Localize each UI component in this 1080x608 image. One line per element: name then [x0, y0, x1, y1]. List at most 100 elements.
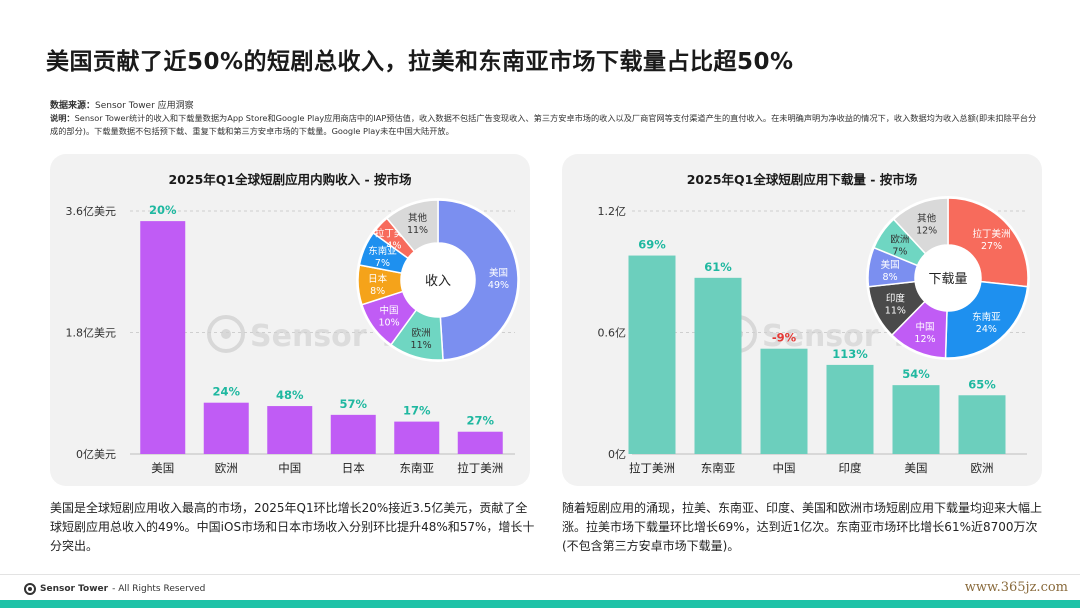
donut-center-label: 收入	[425, 274, 451, 289]
bar-美国	[892, 385, 940, 454]
x-tick-label: 东南亚	[400, 461, 435, 475]
pie-slice-name: 中国	[380, 305, 399, 317]
bar-欧洲	[203, 402, 249, 454]
pie-slice-value: 8%	[370, 286, 385, 297]
chart-title: 2025年Q1全球短剧应用下载量 - 按市场	[687, 172, 918, 187]
x-tick-label: 拉丁美洲	[457, 461, 503, 475]
pie-slice-value: 11%	[411, 340, 432, 351]
pie-slice-name: 拉丁美洲	[973, 228, 1011, 240]
pie-slice-value: 24%	[976, 324, 997, 335]
bar-中国	[267, 406, 313, 454]
x-tick-label: 美国	[905, 461, 928, 475]
footer-divider	[0, 574, 1080, 575]
y-tick-label: 3.6亿美元	[66, 205, 117, 218]
growth-label: 61%	[704, 260, 732, 274]
growth-label: 17%	[403, 404, 431, 418]
bar-美国	[140, 221, 186, 454]
growth-label: 113%	[832, 347, 868, 361]
pie-slice-value: 27%	[981, 241, 1002, 252]
source-label: 数据来源：	[50, 101, 96, 111]
pie-slice-value: 11%	[885, 305, 906, 316]
y-tick-label: 1.2亿	[598, 205, 627, 218]
pie-slice-name: 中国	[915, 321, 934, 333]
x-tick-label: 东南亚	[701, 461, 736, 475]
pie-slice-value: 10%	[378, 318, 399, 329]
revenue-chart-card: Sensor Tower 2025年Q1全球短剧应用内购收入 - 按市场 0亿美元 1…	[50, 154, 530, 486]
x-tick-label: 拉丁美洲	[629, 461, 675, 475]
y-tick-label: 0.6亿	[598, 327, 627, 340]
x-tick-label: 印度	[839, 461, 862, 475]
pie-slice-value: 12%	[916, 226, 937, 237]
notes-label: 说明：	[50, 113, 75, 123]
x-tick-label: 欧洲	[215, 461, 238, 475]
y-tick-label: 0亿	[608, 448, 626, 461]
page-title: 美国贡献了近50%的短剧总收入，拉美和东南亚市场下载量占比超50%	[46, 49, 794, 75]
notes: 说明：Sensor Tower统计的收入和下载量数据为App Store和Goo…	[50, 112, 1040, 138]
bottom-accent-bar	[0, 600, 1080, 608]
growth-label: 48%	[276, 388, 304, 402]
growth-label: 57%	[339, 397, 367, 411]
growth-label: 54%	[902, 367, 930, 381]
pie-slice-name: 日本	[368, 273, 388, 285]
url-watermark: www.365jz.com	[964, 580, 1068, 595]
pie-slice-value: 8%	[883, 272, 898, 283]
growth-label: 27%	[466, 414, 494, 428]
pie-slice-value: 12%	[914, 334, 935, 345]
downloads-chart-card: Sensor Tower 2025年Q1全球短剧应用下载量 - 按市场 0亿 0.6亿…	[562, 154, 1042, 486]
chart-title: 2025年Q1全球短剧应用内购收入 - 按市场	[168, 172, 411, 187]
growth-label: 20%	[149, 203, 177, 217]
bar-拉丁美洲	[457, 431, 503, 454]
pie-slice-name: 印度	[886, 292, 906, 304]
growth-label: 65%	[968, 377, 996, 391]
pie-slice-其他	[892, 197, 949, 255]
notes-text: Sensor Tower统计的收入和下载量数据为App Store和Google…	[50, 113, 1037, 136]
bar-东南亚	[694, 277, 742, 454]
x-tick-label: 中国	[773, 461, 796, 475]
x-tick-label: 中国	[278, 461, 301, 475]
y-tick-label: 0亿美元	[76, 448, 116, 461]
bar-拉丁美洲	[628, 255, 676, 454]
pie-slice-name: 东南亚	[972, 311, 1001, 323]
pie-slice-name: 东南亚	[368, 245, 397, 257]
x-tick-label: 日本	[342, 461, 365, 475]
pie-slice-value: 11%	[407, 225, 428, 236]
pie-slice-name: 其他	[917, 213, 937, 225]
growth-label: 69%	[638, 238, 666, 252]
revenue-description: 美国是全球短剧应用收入最高的市场，2025年Q1环比增长20%接近3.5亿美元，…	[50, 501, 535, 553]
pie-slice-name: 美国	[489, 267, 508, 279]
pie-slice-name: 其他	[408, 212, 428, 224]
pie-slice-拉丁美洲	[947, 197, 1029, 288]
pie-slice-value: 7%	[892, 247, 907, 258]
footer-rights: - All Rights Reserved	[112, 584, 206, 594]
y-tick-label: 1.8亿美元	[66, 327, 117, 340]
x-tick-label: 美国	[151, 461, 174, 475]
data-source: 数据来源：Sensor Tower 应用洞察	[50, 98, 194, 111]
x-tick-label: 欧洲	[971, 461, 994, 475]
source-value: Sensor Tower 应用洞察	[95, 101, 194, 111]
pie-slice-name: 欧洲	[890, 234, 909, 246]
pie-slice-name: 美国	[881, 259, 900, 271]
pie-slice-东南亚	[944, 280, 1029, 359]
pie-slice-value: 7%	[375, 258, 390, 269]
pie-slice-美国	[437, 199, 519, 361]
pie-slice-value: 49%	[488, 280, 509, 291]
bar-中国	[760, 348, 808, 454]
pie-slice-其他	[385, 199, 439, 253]
bar-印度	[826, 364, 874, 454]
bar-欧洲	[958, 395, 1006, 454]
growth-label: -9%	[772, 331, 797, 345]
footer-brand-name: Sensor Tower	[40, 584, 109, 594]
watermark-logo-dot	[221, 329, 231, 339]
donut-center-label: 下载量	[928, 272, 967, 287]
footer-brand: Sensor Tower - All Rights Reserved	[24, 583, 205, 595]
pie-slice-value: 4%	[386, 241, 401, 252]
watermark-logo-icon	[207, 315, 245, 353]
bar-东南亚	[394, 421, 440, 454]
pie-slice-name: 欧洲	[412, 327, 431, 339]
growth-label: 24%	[212, 385, 240, 399]
downloads-description: 随着短剧应用的涌现，拉美、东南亚、印度、美国和欧洲市场短剧应用下载量均迎来大幅上…	[562, 501, 1043, 553]
sensor-tower-logo-icon	[24, 583, 36, 595]
bar-日本	[330, 414, 376, 454]
